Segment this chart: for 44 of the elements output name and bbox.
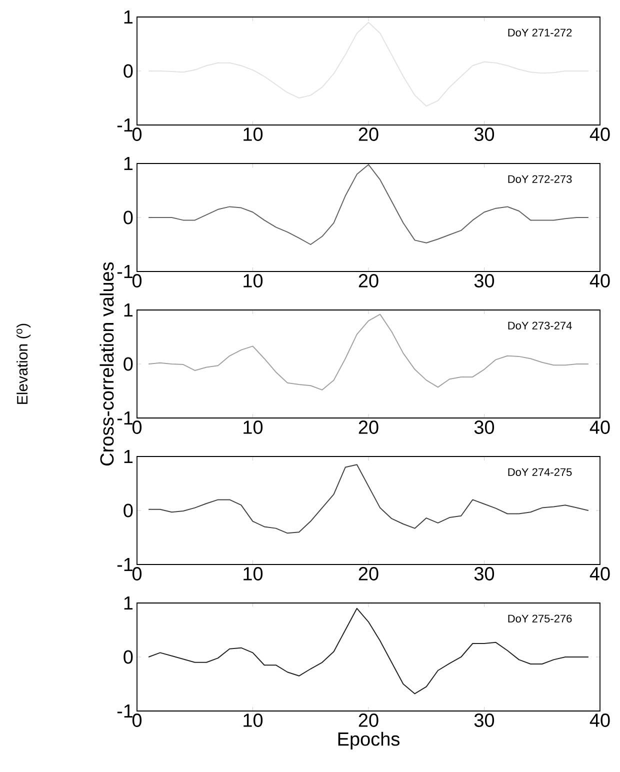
x-tick-label: 10 — [244, 274, 263, 288]
y-tick-label: 1 — [124, 450, 133, 464]
y-tick-label: 0 — [124, 210, 133, 224]
x-tick-label: 20 — [358, 420, 378, 434]
y-tick-label: 1 — [124, 156, 133, 170]
y-tick-label: -1 — [117, 264, 133, 278]
x-tick-label: 30 — [474, 420, 494, 434]
x-tick-label: 40 — [590, 274, 610, 288]
x-tick-label: 10 — [244, 567, 263, 580]
y-tick-label: -1 — [117, 704, 133, 718]
y-tick-label: -1 — [117, 411, 133, 425]
line-series — [148, 314, 589, 390]
y-tick-label: 0 — [124, 650, 133, 664]
x-axis-title: Epochs — [338, 732, 400, 750]
x-tick-label: 40 — [590, 714, 610, 727]
y-tick-label: 1 — [124, 10, 133, 24]
x-tick-label: 40 — [590, 420, 610, 434]
text: DoY 275-276 — [508, 614, 572, 622]
text: DoY 274-275 — [508, 468, 572, 476]
x-tick-label: 20 — [358, 567, 378, 580]
y-axis-title: Cross-correlation values — [100, 262, 114, 466]
x-tick-label: 10 — [244, 714, 263, 727]
text: DoY 271-272 — [508, 28, 572, 36]
x-tick-label: 30 — [474, 714, 494, 727]
x-tick-label: 30 — [474, 567, 494, 580]
y-tick-label: 0 — [124, 504, 133, 518]
x-tick-label: 30 — [474, 274, 494, 288]
x-tick-label: 10 — [244, 420, 263, 434]
y-tick-label: 0 — [124, 357, 133, 371]
x-tick-label: 30 — [474, 128, 494, 141]
x-tick-label: 20 — [358, 714, 378, 727]
x-tick-label: 20 — [358, 128, 378, 141]
y-tick-label: 1 — [124, 596, 133, 610]
x-tick-label: 10 — [244, 128, 263, 141]
text: DoY 272-273 — [508, 175, 572, 183]
x-tick-label: 40 — [590, 567, 610, 580]
y-tick-label: 0 — [124, 64, 133, 78]
text: DoY 273-274 — [508, 322, 572, 330]
y-tick-label: 1 — [124, 303, 133, 317]
x-tick-label: 40 — [590, 128, 610, 141]
x-tick-label: 20 — [358, 274, 378, 288]
y-tick-label: -1 — [117, 118, 133, 132]
text: Elevation ($^{o}$) — [16, 324, 31, 404]
y-tick-label: -1 — [117, 558, 133, 572]
